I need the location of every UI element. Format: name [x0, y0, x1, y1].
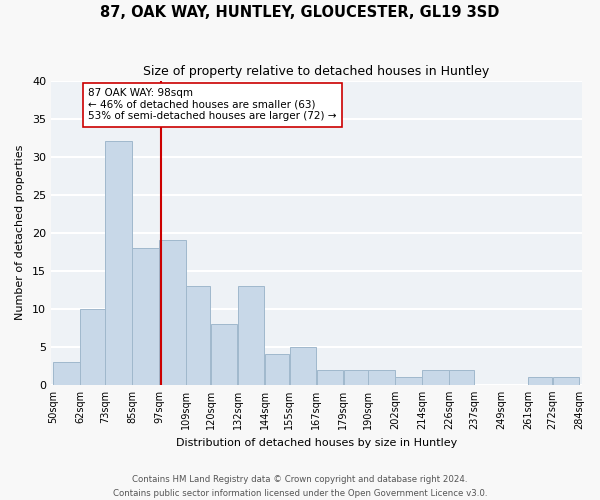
Bar [53, 362, 80, 385]
X-axis label: Distribution of detached houses by size in Huntley: Distribution of detached houses by size … [176, 438, 457, 448]
Bar [317, 370, 343, 385]
Bar [368, 370, 395, 385]
Bar [449, 370, 474, 385]
Bar [238, 286, 265, 385]
Bar [80, 308, 104, 385]
Bar [395, 377, 422, 385]
Bar [105, 142, 131, 385]
Bar [132, 248, 158, 385]
Text: 87 OAK WAY: 98sqm
← 46% of detached houses are smaller (63)
53% of semi-detached: 87 OAK WAY: 98sqm ← 46% of detached hous… [88, 88, 337, 122]
Bar [344, 370, 368, 385]
Bar [528, 377, 553, 385]
Y-axis label: Number of detached properties: Number of detached properties [15, 145, 25, 320]
Bar [422, 370, 449, 385]
Bar [265, 354, 289, 385]
Title: Size of property relative to detached houses in Huntley: Size of property relative to detached ho… [143, 65, 490, 78]
Text: Contains HM Land Registry data © Crown copyright and database right 2024.
Contai: Contains HM Land Registry data © Crown c… [113, 476, 487, 498]
Bar [290, 347, 316, 385]
Text: 87, OAK WAY, HUNTLEY, GLOUCESTER, GL19 3SD: 87, OAK WAY, HUNTLEY, GLOUCESTER, GL19 3… [100, 5, 500, 20]
Bar [553, 377, 580, 385]
Bar [186, 286, 211, 385]
Bar [159, 240, 185, 385]
Bar [211, 324, 238, 385]
